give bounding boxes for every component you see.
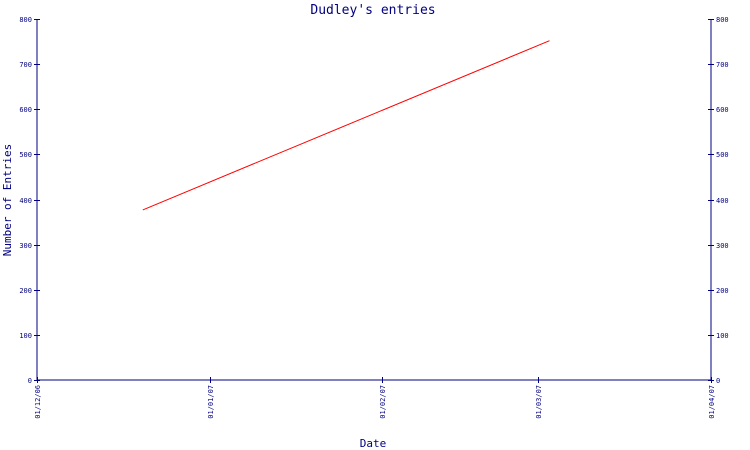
- y-tick-label-left: 100: [19, 332, 32, 340]
- plot-area: 0 0 100 100 200 200 300 300 400 400 500 500 600 600 70…: [19, 16, 728, 419]
- y-tick-label-left: 0: [28, 377, 32, 385]
- y-tick-label-left: 300: [19, 242, 32, 250]
- y-tick-label-right: 300: [716, 242, 729, 250]
- y-tick-label-right: 800: [716, 16, 729, 24]
- y-tick-label-right: 200: [716, 287, 729, 295]
- y-axis-label: Number of Entries: [1, 144, 14, 257]
- chart-title: Dudley's entries: [310, 3, 435, 18]
- y-tick-label-right: 700: [716, 61, 729, 69]
- x-axis-label: Date: [360, 437, 387, 450]
- x-tick-label: 01/03/07: [535, 385, 543, 419]
- y-tick-label-left: 500: [19, 151, 32, 159]
- y-tick-label-right: 600: [716, 106, 729, 114]
- x-tick-label: 01/02/07: [379, 385, 387, 419]
- x-tick-label: 01/12/06: [34, 385, 42, 419]
- series-line: [142, 40, 550, 211]
- x-tick-label: 01/01/07: [207, 385, 215, 419]
- y-tick-label-left: 600: [19, 106, 32, 114]
- y-tick-label-left: 700: [19, 61, 32, 69]
- y-tick-label-left: 400: [19, 197, 32, 205]
- x-tick-label: 01/04/07: [708, 385, 716, 419]
- y-tick-label-left: 800: [19, 16, 32, 24]
- y-tick-label-right: 0: [716, 377, 720, 385]
- y-tick-label-right: 500: [716, 151, 729, 159]
- y-tick-label-left: 200: [19, 287, 32, 295]
- y-tick-label-right: 100: [716, 332, 729, 340]
- y-tick-label-right: 400: [716, 197, 729, 205]
